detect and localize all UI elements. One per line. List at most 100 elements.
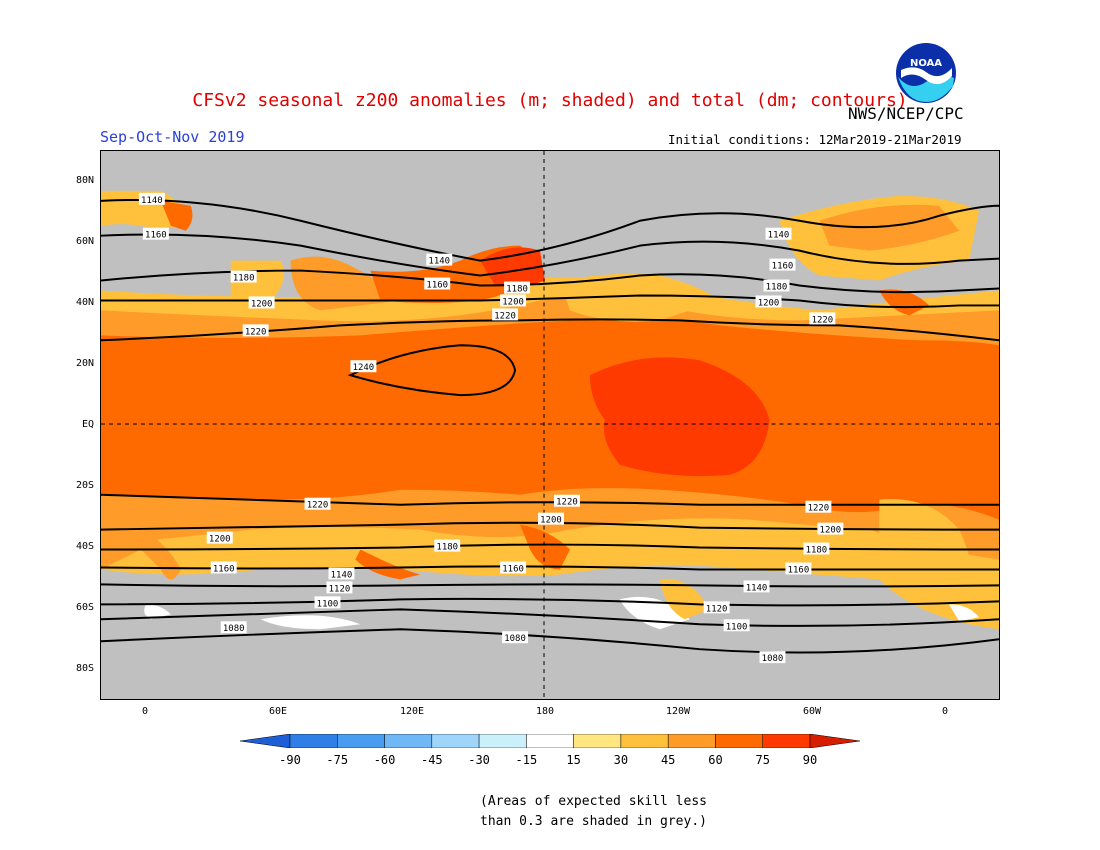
colorbar-swatch [620, 734, 669, 748]
colorbar-swatch [289, 734, 338, 748]
lat-label: 20S [75, 480, 94, 491]
colorbar-swatch [573, 734, 622, 748]
anomaly-region-60-nz [520, 524, 570, 570]
contour-label: 1140 [746, 583, 768, 593]
colorbar-tick-label: -90 [279, 753, 301, 767]
anomaly-region-60-south [355, 549, 421, 580]
colorbar-tick-label: -60 [373, 753, 396, 767]
lat-label: 80S [75, 663, 94, 674]
colorbar-arrow-low [240, 734, 291, 748]
contour-label: 1220 [245, 327, 267, 337]
colorbar-arrow-high [809, 734, 860, 748]
anomaly-region-30-north-pacific [559, 273, 720, 322]
contour-labels-south: 1220 1220 1220 1200 1200 1200 1180 1180 … [206, 494, 844, 664]
colorbar [240, 734, 860, 748]
lon-label: 0 [141, 706, 149, 717]
colorbar-swatch [478, 734, 527, 748]
lon-label: 120W [665, 706, 691, 717]
anomaly-region-white-4 [949, 604, 980, 622]
lon-label: 60E [268, 706, 288, 717]
anomaly-region-60-atlantic [879, 289, 930, 316]
anomaly-region-30-south-pacific [659, 578, 710, 620]
contour-1140-north [101, 199, 999, 262]
colorbar-tick-label: 60 [708, 753, 723, 767]
contour-label: 1120 [706, 604, 728, 614]
contour-1120-south [101, 597, 999, 607]
colorbar-swatch [762, 734, 811, 748]
contour-label: 1180 [806, 546, 828, 556]
contour-label: 1200 [502, 297, 524, 307]
colorbar-tick-label: -75 [326, 753, 349, 767]
contour-label: 1160 [145, 231, 167, 241]
contour-label: 1180 [766, 282, 788, 292]
contour-label: 1160 [426, 281, 448, 291]
lat-label: 40N [75, 297, 94, 308]
organization-label: NWS/NCEP/CPC [848, 104, 964, 123]
contour-label: 1220 [808, 504, 830, 514]
lon-label: 0 [941, 706, 949, 717]
contour-label: 1200 [540, 516, 562, 526]
colorbar-tick-label: 75 [755, 753, 770, 767]
contour-1220-south [101, 493, 999, 506]
colorbar-tick-label: 90 [802, 753, 818, 767]
colorbar-swatch [431, 734, 480, 748]
anomaly-region-30-southeast [879, 499, 973, 612]
lat-label: 60S [75, 602, 94, 613]
anomaly-region-white-1 [144, 604, 171, 620]
chart-title: CFSv2 seasonal z200 anomalies (m; shaded… [192, 90, 908, 111]
lat-label: 60N [75, 236, 94, 247]
contour-1160-south [101, 565, 999, 571]
anomaly-region-45-south [101, 509, 181, 580]
colorbar-tick-label: -45 [420, 753, 443, 767]
colorbar-swatch [667, 734, 716, 748]
lat-label: 20N [75, 358, 94, 369]
contour-label: 1080 [223, 624, 245, 634]
anomaly-region-white-2 [260, 615, 361, 630]
contour-labels: 1140 1160 1180 1200 1220 1240 1140 1160 … [138, 192, 836, 373]
lat-label: 80N [75, 175, 94, 186]
colorbar-tick-label: 30 [613, 753, 629, 767]
contour-label: 1120 [329, 584, 351, 594]
contour-1240 [347, 344, 517, 397]
contour-label: 1240 [353, 363, 375, 373]
contour-1160-north [101, 233, 999, 277]
contour-label: 1140 [331, 570, 353, 580]
colorbar-tick-label: 15 [566, 753, 581, 767]
anomaly-region-60-north-atlantic [160, 200, 193, 231]
contour-label: 1200 [820, 526, 842, 536]
anomaly-region-75 [589, 357, 770, 477]
contour-label: 1200 [209, 535, 231, 545]
noaa-logo-text: NOAA [910, 58, 942, 69]
contour-1080-south [101, 628, 999, 654]
colorbar-swatch [384, 734, 433, 748]
contour-label: 1080 [762, 654, 784, 664]
lon-label: 120E [399, 706, 425, 717]
contour-label: 1100 [317, 599, 339, 609]
contour-1140-south [101, 583, 999, 588]
contour-1180-south [101, 543, 999, 551]
contour-label: 1180 [506, 284, 528, 294]
lat-label: 40S [75, 541, 94, 552]
contour-label: 1140 [141, 196, 163, 206]
lon-label: 60W [802, 706, 822, 717]
lat-label: EQ [81, 419, 94, 430]
colorbar-tick-label: -15 [515, 753, 538, 767]
contour-label: 1180 [436, 543, 458, 553]
skill-note: (Areas of expected skill less than 0.3 a… [480, 794, 707, 829]
colorbar-tick-label: 45 [660, 753, 676, 767]
anomaly-map: 1140 1160 1180 1200 1220 1240 1140 1160 … [100, 150, 1000, 700]
contour-label: 1220 [494, 311, 516, 321]
contour-label: 1140 [428, 257, 450, 267]
lon-label: 180 [535, 706, 555, 717]
initial-conditions-label: Initial conditions: 12Mar2019-21Mar2019 [668, 132, 962, 147]
colorbar-tick-label: -30 [468, 753, 490, 767]
contour-1220-north [101, 318, 999, 342]
contour-label: 1100 [726, 622, 748, 632]
contour-label: 1160 [772, 262, 794, 272]
season-label: Sep-Oct-Nov 2019 [100, 128, 245, 146]
contour-label: 1160 [788, 565, 810, 575]
contour-label: 1220 [556, 498, 578, 508]
colorbar-swatch [715, 734, 763, 748]
contour-label: 1140 [768, 231, 790, 241]
contour-label: 1200 [251, 299, 273, 309]
